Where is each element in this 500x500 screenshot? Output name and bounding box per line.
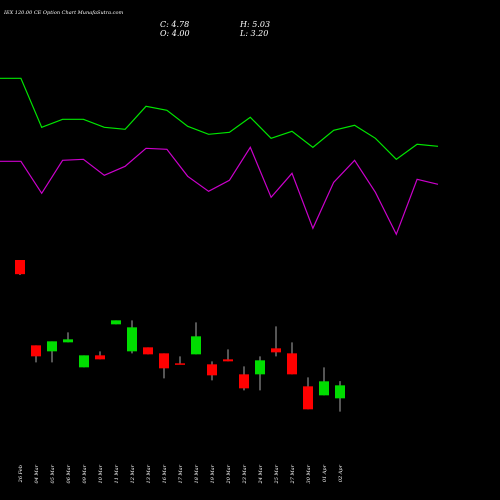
x-tick-label: 24 Mar [258, 464, 264, 484]
x-tick-label: 05 Mar [50, 464, 56, 483]
candle-body [63, 339, 73, 343]
x-tick-label: 23 Mar [242, 464, 248, 484]
candle-body [335, 385, 345, 399]
x-tick-label: 11 Mar [114, 464, 120, 483]
x-tick-label: 17 Mar [178, 464, 184, 483]
candle-body [239, 374, 249, 389]
x-tick-label: 30 Mar [306, 464, 312, 483]
chart-title: IEX 120.00 CE Option Chart MunafaSutra.c… [3, 10, 123, 16]
ohlc-label: H: 5.03 [239, 20, 270, 29]
candle-body [175, 363, 185, 365]
candle-body [159, 353, 169, 369]
candle-body [255, 360, 265, 375]
ohlc-label: O: 4.00 [160, 29, 190, 38]
candle-body [303, 386, 313, 410]
candle-body [31, 345, 41, 357]
x-tick-label: 19 Mar [210, 464, 216, 483]
x-tick-label: 02 Apr [338, 464, 344, 482]
x-tick-label: 09 Mar [82, 464, 88, 483]
x-tick-label: 12 Mar [130, 464, 136, 483]
x-tick-label: 26 Feb [18, 465, 24, 483]
candle-body [271, 348, 281, 353]
candle-body [127, 327, 137, 352]
x-tick-label: 04 Mar [34, 464, 40, 483]
x-tick-label: 16 Mar [162, 464, 168, 483]
x-tick-label: 13 Mar [146, 464, 152, 483]
x-tick-label: 10 Mar [98, 464, 104, 483]
candle-body [111, 320, 121, 325]
candle-body [191, 336, 201, 355]
x-tick-label: 20 Mar [226, 464, 232, 484]
candle-body [319, 381, 329, 396]
candle-body [79, 355, 89, 368]
ohlc-label: C: 4.78 [160, 20, 189, 29]
x-tick-label: 18 Mar [194, 464, 200, 483]
candle-body [143, 347, 153, 355]
indicator-line [0, 77, 439, 161]
candle-body [95, 355, 105, 360]
ohlc-label: L: 3.20 [239, 29, 268, 38]
candle-body [47, 341, 57, 352]
indicator-line [0, 146, 439, 236]
x-tick-label: 25 Mar [274, 464, 280, 484]
candle-body [287, 353, 297, 375]
candle-body [223, 359, 233, 362]
candle-body [207, 364, 217, 376]
x-tick-label: 06 Mar [66, 464, 72, 483]
x-tick-label: 01 Apr [322, 464, 328, 482]
x-tick-label: 27 Mar [290, 464, 296, 484]
candle-body [15, 260, 25, 275]
